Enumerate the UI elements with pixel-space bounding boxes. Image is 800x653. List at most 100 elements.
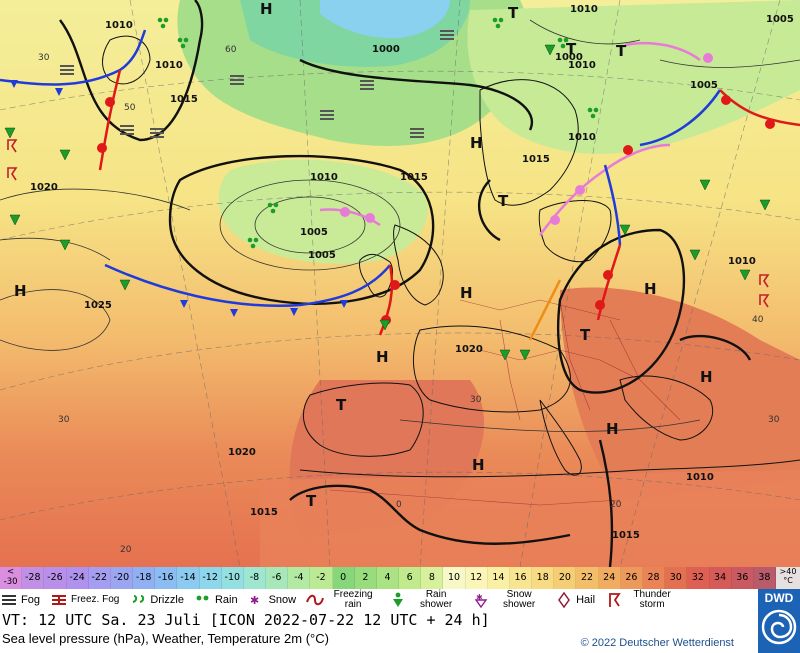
isobar-labels: 1010 1010 1015 1010 1010 1005 1010 1015 1010 1005… [30, 4, 794, 541]
high-pressure-center: H [260, 0, 273, 18]
scale-cell: -12 [199, 567, 222, 589]
scale-cell-lowest: < -30 [0, 567, 23, 589]
scale-cell: -14 [177, 567, 200, 589]
scale-cell: 14 [487, 567, 510, 589]
isobar-label: 1020 [455, 344, 483, 355]
scale-cell: -26 [44, 567, 67, 589]
scale-cell: 24 [598, 567, 621, 589]
legend-item-label: Snow [268, 594, 297, 606]
legend-item-label: Freezing rain [333, 589, 373, 610]
pressure-centers: H H H H H H H H H T T T T T T T [14, 0, 713, 510]
scale-cell: -4 [288, 567, 311, 589]
legend: < -30 -28 -26 -24 -22 -20 -18 -16 -14 -12 -10 -8 -6 -4… [0, 567, 800, 653]
fog-icon [0, 591, 18, 609]
low-pressure-center: T [508, 4, 519, 22]
temperature-label: 50 [124, 103, 136, 113]
rain-icon [194, 591, 212, 609]
snow-icon: ✱ [248, 591, 266, 609]
dwd-spiral-icon [761, 609, 797, 645]
cool-area-lowpressure [218, 159, 428, 264]
temperature-label: 30 [58, 415, 70, 425]
temperature-labels: 30 20 0 30 40 30 60 50 30 20 [38, 45, 780, 555]
scale-cell: -20 [110, 567, 134, 589]
scale-cell: 32 [687, 567, 710, 589]
scale-cell: -24 [66, 567, 89, 589]
scale-lt-value: -30 [3, 577, 18, 587]
freezing-rain-icon [306, 591, 325, 609]
scale-cell: -18 [133, 567, 156, 589]
scale-gt-label: >40 [779, 567, 797, 576]
temperature-label: 40 [752, 315, 764, 325]
thunderstorm-icon [605, 591, 623, 609]
isobar-label: 1010 [568, 132, 596, 143]
low-pressure-center: T [498, 192, 509, 210]
temperature-scale: < -30 -28 -26 -24 -22 -20 -18 -16 -14 -12 -10 -8 -6 -4… [0, 567, 777, 589]
isobar-label: 1020 [30, 182, 58, 193]
drizzle-icon [129, 591, 147, 609]
isobar-label: 1010 [105, 20, 133, 31]
isobar-label: 1000 [372, 44, 400, 55]
isobar-label: 1010 [155, 60, 183, 71]
scale-cell: 8 [421, 567, 444, 589]
scale-cell: 0 [332, 567, 355, 589]
isobar-label: 1015 [250, 507, 278, 518]
dwd-logo-text: DWD [764, 591, 794, 605]
scale-cell: -28 [22, 567, 45, 589]
scale-cell: 22 [576, 567, 599, 589]
temperature-label: 60 [225, 45, 237, 55]
isobar-label: 1005 [766, 14, 794, 25]
rain-shower-icon [389, 591, 407, 609]
scale-cell: 4 [376, 567, 400, 589]
weather-map: 1010 1010 1015 1010 1010 1005 1010 1015 1010 1005… [0, 0, 800, 567]
scale-unit-label: °C [783, 576, 793, 585]
temperature-label: 30 [38, 53, 50, 63]
legend-item-fog: Fog [0, 591, 40, 609]
scale-cell: 30 [665, 567, 688, 589]
cold-area-blue [320, 0, 450, 39]
low-pressure-center: T [580, 326, 591, 344]
cool-area-scandinavia [467, 0, 800, 154]
scale-cell: -8 [243, 567, 267, 589]
coastlines [102, 35, 800, 478]
isobar-label: 1010 [570, 4, 598, 15]
legend-item-hail: Hail [555, 591, 595, 609]
scale-cell: 36 [731, 567, 754, 589]
scale-cell: -22 [88, 567, 111, 589]
temperature-scale-unit: >40 °C [776, 567, 800, 589]
scale-cell: 34 [709, 567, 732, 589]
scale-cell: 18 [532, 567, 555, 589]
legend-item-rain-shower: Rain shower [389, 590, 462, 610]
temperature-label: 20 [120, 545, 132, 555]
scale-cell: 20 [554, 567, 577, 589]
legend-item-thunderstorm: Thunder storm [605, 590, 678, 610]
scale-cell: -16 [155, 567, 178, 589]
legend-item-label: Rain shower [419, 589, 453, 610]
isobar-label: 1000 [555, 52, 583, 63]
high-pressure-center: H [376, 348, 389, 366]
graticule [0, 0, 800, 567]
scale-cell: 16 [509, 567, 533, 589]
snow-shower-icon: ✱ [472, 591, 490, 609]
scale-cell: -2 [310, 567, 333, 589]
temperature-label: 20 [610, 500, 622, 510]
legend-item-freezing-fog: Freez. Fog [50, 591, 119, 609]
isobar-label: 1010 [568, 60, 596, 71]
high-pressure-center: H [606, 420, 619, 438]
freezing-fog-icon [50, 591, 68, 609]
scale-cell: 10 [443, 567, 466, 589]
low-pressure-center: T [566, 40, 577, 58]
isobar-label: 1005 [308, 250, 336, 261]
map-info: VT: 12 UTC Sa. 23 Juli [ICON 2022-07-22 … [0, 611, 760, 653]
temperature-label: 0 [396, 500, 402, 510]
hail-icon [555, 591, 573, 609]
map-description: Sea level pressure (hPa), Weather, Tempe… [2, 631, 329, 646]
legend-item-label: Drizzle [150, 594, 184, 606]
isobar-label: 1005 [300, 227, 328, 238]
isobar-label: 1015 [522, 154, 550, 165]
scale-cell: -6 [266, 567, 289, 589]
isobar-label: 1015 [400, 172, 428, 183]
copyright: © 2022 Deutscher Wetterdienst [580, 637, 734, 649]
legend-item-label: Rain [214, 594, 238, 606]
weather-symbol-legend: Fog Freez. Fog Drizzle Rain ✱ Snow Freezing ra… [0, 589, 760, 611]
high-pressure-center: H [700, 368, 713, 386]
